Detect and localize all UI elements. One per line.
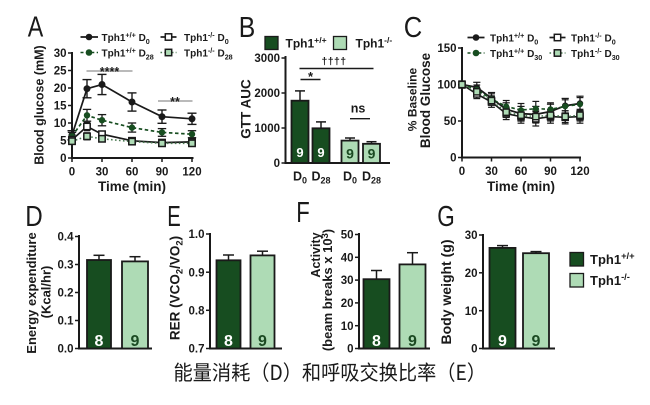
svg-text:Blood Glucose: Blood Glucose [418, 52, 433, 148]
svg-text:9: 9 [498, 333, 507, 350]
svg-text:RER (VCO2/VO2): RER (VCO2/VO2) [168, 236, 185, 340]
svg-text:0.2: 0.2 [58, 288, 74, 300]
svg-text:0: 0 [450, 153, 456, 165]
svg-text:50: 50 [341, 230, 354, 242]
svg-text:F: F [296, 197, 310, 229]
svg-text:Tph1-/- D0: Tph1-/- D0 [571, 31, 616, 47]
svg-text:20: 20 [465, 268, 478, 280]
svg-text:10: 10 [465, 306, 478, 318]
svg-text:Body weight (g): Body weight (g) [438, 240, 454, 345]
svg-text:9: 9 [131, 333, 140, 350]
svg-text:ns: ns [351, 102, 366, 116]
svg-text:0.8: 0.8 [189, 305, 206, 317]
svg-text:2000: 2000 [254, 88, 280, 100]
svg-text:0: 0 [274, 158, 280, 170]
svg-text:9: 9 [346, 146, 354, 162]
svg-text:0.0: 0.0 [58, 344, 74, 356]
svg-text:60: 60 [515, 166, 528, 178]
svg-text:40: 40 [341, 252, 354, 264]
svg-text:1.0: 1.0 [189, 229, 205, 241]
svg-text:(beam breaks x 103): (beam breaks x 103) [319, 229, 335, 351]
svg-text:150: 150 [437, 43, 456, 55]
svg-text:1000: 1000 [254, 123, 280, 135]
svg-text:9: 9 [296, 145, 303, 160]
svg-text:Activity: Activity [309, 232, 323, 277]
svg-text:****: **** [100, 65, 120, 79]
svg-text:Energy expenditure: Energy expenditure [24, 232, 39, 353]
svg-text:Tph1+/+ D0: Tph1+/+ D0 [490, 31, 538, 47]
svg-text:C: C [404, 12, 423, 44]
svg-text:8: 8 [372, 333, 381, 350]
svg-text:5: 5 [60, 136, 67, 148]
svg-text:3000: 3000 [254, 53, 280, 65]
svg-text:90: 90 [156, 167, 169, 179]
svg-text:25: 25 [54, 66, 67, 78]
svg-text:*: * [308, 69, 314, 84]
svg-text:0: 0 [459, 166, 465, 178]
svg-text:8: 8 [95, 333, 104, 350]
svg-text:20: 20 [54, 83, 67, 95]
svg-text:9: 9 [368, 146, 376, 162]
svg-text:10: 10 [54, 118, 67, 130]
svg-text:% Baseline: % Baseline [406, 67, 420, 131]
svg-text:B: B [239, 12, 256, 44]
svg-text:Tph1+/+ D0: Tph1+/+ D0 [102, 30, 150, 46]
svg-text:Tph1-/-: Tph1-/- [356, 35, 393, 51]
svg-text:0.9: 0.9 [189, 267, 205, 279]
svg-text:20: 20 [341, 298, 354, 310]
svg-text:10: 10 [341, 321, 354, 333]
svg-text:Tph1-/- D0: Tph1-/- D0 [184, 30, 229, 46]
svg-text:0: 0 [471, 344, 477, 356]
svg-text:30: 30 [465, 230, 478, 242]
svg-text:Tph1-/- D30: Tph1-/- D30 [571, 46, 620, 62]
svg-text:G: G [437, 201, 455, 233]
svg-text:9: 9 [532, 333, 541, 350]
svg-text:(Kcal/hr): (Kcal/hr) [39, 266, 54, 319]
svg-text:30: 30 [54, 48, 67, 60]
svg-text:60: 60 [126, 167, 139, 179]
svg-text:††††: †††† [322, 56, 347, 68]
svg-text:120: 120 [570, 166, 589, 178]
svg-text:0: 0 [69, 167, 75, 179]
svg-text:90: 90 [544, 166, 557, 178]
svg-text:100: 100 [437, 80, 456, 92]
svg-text:0.3: 0.3 [58, 260, 74, 272]
svg-text:Tph1-/- D28: Tph1-/- D28 [184, 46, 233, 62]
svg-text:30: 30 [485, 166, 498, 178]
svg-text:Time (min): Time (min) [487, 179, 555, 194]
svg-text:9: 9 [317, 145, 324, 160]
svg-text:30: 30 [96, 167, 109, 179]
svg-text:30: 30 [341, 275, 354, 287]
svg-text:D: D [25, 201, 43, 233]
svg-text:Tph1-/-: Tph1-/- [590, 271, 630, 288]
svg-text:0: 0 [347, 344, 353, 356]
svg-text:0.1: 0.1 [58, 316, 75, 328]
svg-text:50: 50 [444, 116, 457, 128]
svg-text:Blood glucose (mM): Blood glucose (mM) [33, 45, 47, 164]
svg-text:Tph1+/+ D30: Tph1+/+ D30 [490, 46, 542, 62]
svg-text:9: 9 [258, 333, 267, 350]
svg-text:A: A [28, 12, 44, 44]
svg-text:0.7: 0.7 [189, 344, 205, 356]
svg-text:9: 9 [408, 333, 417, 350]
svg-text:0: 0 [60, 153, 66, 165]
svg-text:**: ** [170, 95, 180, 109]
svg-text:GTT AUC: GTT AUC [239, 79, 254, 139]
svg-text:15: 15 [54, 101, 67, 113]
svg-text:Time (min): Time (min) [98, 179, 166, 194]
svg-text:120: 120 [182, 167, 201, 179]
svg-text:E: E [167, 201, 181, 233]
svg-text:8: 8 [224, 333, 233, 350]
svg-text:0.4: 0.4 [58, 232, 75, 244]
svg-text:Tph1+/+ D28: Tph1+/+ D28 [102, 46, 154, 62]
